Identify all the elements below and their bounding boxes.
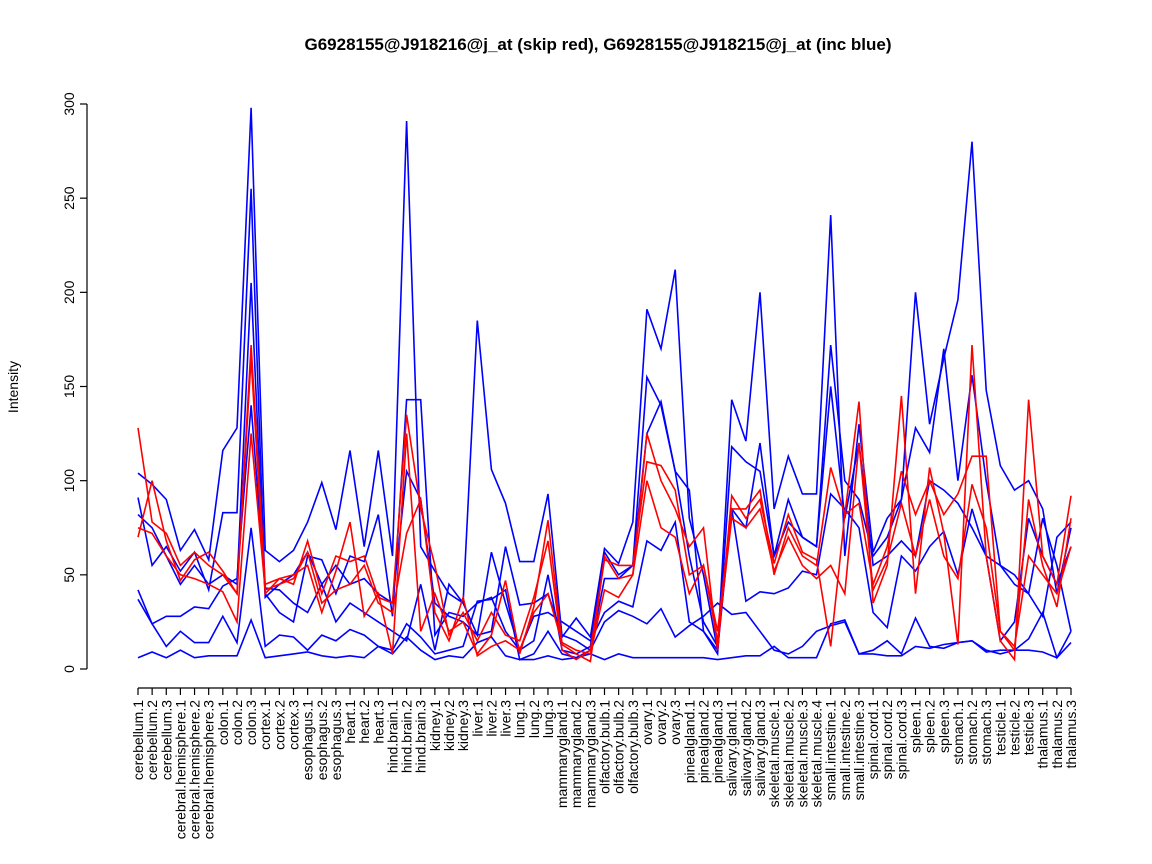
x-tick-label: pinealgland.2 bbox=[695, 700, 711, 784]
x-tick-label: colon.1 bbox=[215, 700, 231, 745]
x-tick-label: mammarygland.2 bbox=[568, 700, 584, 808]
x-tick-label: cortex.1 bbox=[257, 700, 273, 750]
series-line-inc-1 bbox=[137, 107, 1072, 651]
x-tick-label: thalamus.1 bbox=[1035, 700, 1051, 769]
x-tick-label: pinealgland.3 bbox=[710, 700, 726, 784]
x-tick-label: esophagus.2 bbox=[314, 700, 330, 780]
x-tick-label: liver.2 bbox=[483, 700, 499, 737]
x-tick-label: cerebellum.3 bbox=[158, 700, 174, 780]
x-tick-label: salivary.gland.2 bbox=[738, 700, 754, 796]
y-tick-label: 150 bbox=[61, 375, 77, 399]
x-tick-label: skeletal.muscle.2 bbox=[780, 700, 796, 808]
series-line-skip-1 bbox=[137, 345, 1072, 663]
x-tick-label: cerebral.hemisphere.3 bbox=[201, 700, 217, 840]
x-tick-label: ovary.1 bbox=[639, 700, 655, 745]
x-tick-label: pinealgland.1 bbox=[681, 700, 697, 784]
x-tick-label: stomach.3 bbox=[978, 700, 994, 765]
x-tick-label: mammarygland.1 bbox=[554, 700, 570, 808]
x-tick-label: thalamus.3 bbox=[1063, 700, 1079, 769]
x-tick-label: ovary.3 bbox=[667, 700, 683, 745]
x-tick-label: thalamus.2 bbox=[1049, 700, 1065, 769]
x-tick-label: hind.brain.2 bbox=[399, 700, 415, 773]
x-tick-label: heart.2 bbox=[356, 700, 372, 744]
y-axis-label: Intensity bbox=[5, 361, 21, 413]
x-tick-label: cerebral.hemisphere.2 bbox=[187, 700, 203, 840]
x-tick-label: skeletal.muscle.4 bbox=[809, 700, 825, 808]
x-tick-label: stomach.2 bbox=[964, 700, 980, 765]
x-tick-label: mammarygland.3 bbox=[582, 700, 598, 808]
chart-title: G6928155@J918216@j_at (skip red), G69281… bbox=[304, 35, 891, 54]
x-tick-label: salivary.gland.3 bbox=[752, 700, 768, 796]
x-tick-label: skeletal.muscle.1 bbox=[766, 700, 782, 808]
x-tick-label: heart.1 bbox=[342, 700, 358, 744]
x-tick-label: salivary.gland.1 bbox=[724, 700, 740, 796]
x-tick-label: cortex.2 bbox=[271, 700, 287, 750]
x-tick-label: colon.3 bbox=[243, 700, 259, 745]
x-tick-label: spleen.3 bbox=[936, 700, 952, 753]
x-tick-label: small.intestine.2 bbox=[837, 700, 853, 801]
x-tick-label: spinal.cord.1 bbox=[865, 700, 881, 780]
x-tick-label: hind.brain.3 bbox=[413, 700, 429, 773]
x-tick-label: cortex.3 bbox=[286, 700, 302, 750]
x-tick-label: ovary.2 bbox=[653, 700, 669, 745]
x-tick-label: olfactory.bulb.1 bbox=[597, 700, 613, 794]
series-line-skip-2 bbox=[137, 358, 1072, 661]
x-tick-label: spleen.1 bbox=[908, 700, 924, 753]
x-tick-label: skeletal.muscle.3 bbox=[794, 700, 810, 808]
x-tick-label: spinal.cord.2 bbox=[879, 700, 895, 780]
y-tick-label: 0 bbox=[61, 665, 77, 673]
x-tick-label: lung.3 bbox=[540, 700, 556, 738]
y-tick-label: 50 bbox=[61, 567, 77, 583]
series-line-inc-4 bbox=[137, 405, 1072, 653]
x-axis: cerebellum.1cerebellum.2cerebellum.3cere… bbox=[130, 687, 1079, 840]
x-tick-label: small.intestine.1 bbox=[823, 700, 839, 801]
x-tick-label: olfactory.bulb.3 bbox=[625, 700, 641, 794]
y-tick-label: 200 bbox=[61, 280, 77, 304]
series-line-inc-2 bbox=[137, 188, 1072, 657]
x-tick-label: cerebral.hemisphere.1 bbox=[172, 700, 188, 840]
x-tick-label: lung.2 bbox=[526, 700, 542, 738]
x-tick-label: heart.3 bbox=[370, 700, 386, 744]
x-tick-label: stomach.1 bbox=[950, 700, 966, 765]
x-tick-label: esophagus.1 bbox=[300, 700, 316, 780]
y-tick-label: 100 bbox=[61, 469, 77, 493]
x-tick-label: kidney.2 bbox=[441, 700, 457, 751]
x-tick-label: small.intestine.3 bbox=[851, 700, 867, 801]
x-tick-label: colon.2 bbox=[229, 700, 245, 745]
series-line-inc-6 bbox=[137, 617, 1072, 661]
x-tick-label: lung.1 bbox=[512, 700, 528, 738]
x-tick-label: spleen.2 bbox=[922, 700, 938, 753]
series-lines bbox=[137, 107, 1072, 663]
series-line-inc-5 bbox=[137, 527, 1072, 661]
x-tick-label: cerebellum.1 bbox=[130, 700, 146, 780]
x-tick-label: esophagus.3 bbox=[328, 700, 344, 780]
x-tick-label: testicle.1 bbox=[992, 700, 1008, 755]
series-line-inc-3 bbox=[137, 282, 1072, 652]
x-tick-label: cerebellum.2 bbox=[144, 700, 160, 780]
x-tick-label: liver.3 bbox=[498, 700, 514, 737]
x-tick-label: hind.brain.1 bbox=[384, 700, 400, 773]
y-tick-label: 250 bbox=[61, 186, 77, 210]
x-tick-label: olfactory.bulb.2 bbox=[611, 700, 627, 794]
x-tick-label: kidney.1 bbox=[427, 700, 443, 751]
x-tick-label: kidney.3 bbox=[455, 700, 471, 751]
x-tick-label: testicle.3 bbox=[1021, 700, 1037, 755]
series-line-skip-3 bbox=[137, 433, 1072, 658]
x-tick-label: spinal.cord.3 bbox=[893, 700, 909, 780]
x-tick-label: testicle.2 bbox=[1006, 700, 1022, 755]
y-tick-label: 300 bbox=[61, 92, 77, 116]
x-tick-label: liver.1 bbox=[469, 700, 485, 737]
y-axis: 0 50 100 150 200 250 300 bbox=[61, 92, 88, 673]
